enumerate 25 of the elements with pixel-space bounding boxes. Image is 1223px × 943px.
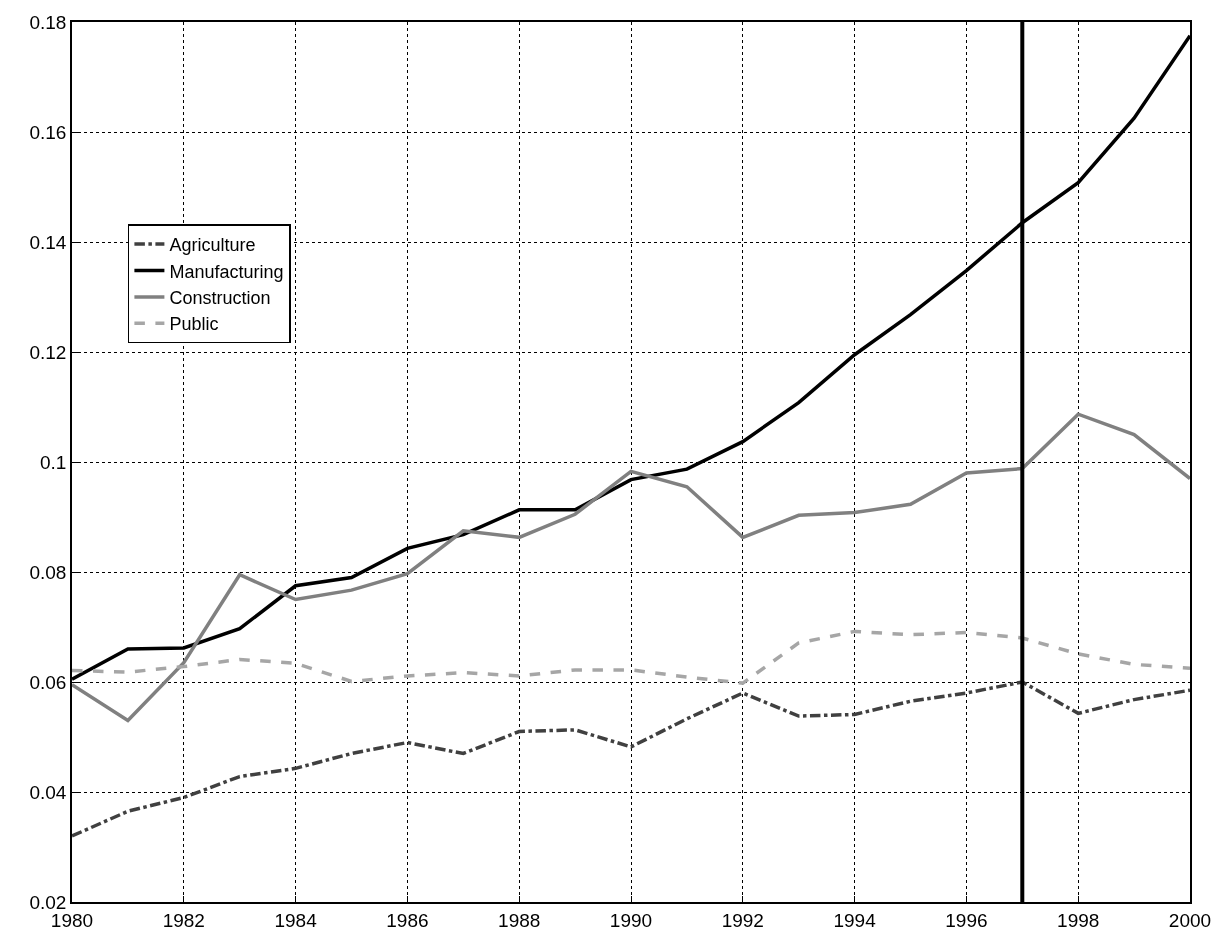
y-tick-label: 0.18 — [29, 11, 67, 33]
x-tick-label: 1988 — [498, 909, 541, 931]
x-tick-label: 1990 — [609, 909, 653, 931]
y-tick-label: 0.04 — [29, 781, 67, 803]
legend-label: Public — [169, 314, 219, 335]
line-series — [72, 629, 1190, 685]
line-series — [72, 412, 1190, 723]
legend-label: Manufacturing — [169, 261, 284, 282]
x-tick-label: 1992 — [721, 909, 764, 931]
y-tick-label: 0.12 — [29, 341, 67, 363]
x-tick-label: 1998 — [1057, 909, 1100, 931]
y-tick-label: 0.14 — [29, 231, 67, 253]
x-tick-label: 1982 — [162, 909, 205, 931]
y-tick-label: 0.06 — [29, 671, 67, 693]
x-tick-label: 2000 — [1168, 909, 1212, 931]
legend-label: Construction — [169, 287, 271, 308]
x-tick-label: 1996 — [945, 909, 988, 931]
x-tick-label: 1984 — [274, 909, 318, 931]
line-series — [72, 680, 1190, 838]
x-tick-label: 1994 — [833, 909, 877, 931]
y-tick-label: 0.08 — [29, 561, 67, 583]
legend-label: Agriculture — [169, 235, 256, 256]
x-tick-label: 1986 — [386, 909, 429, 931]
y-tick-label: 0.1 — [40, 451, 67, 473]
y-tick-label: 0.16 — [29, 121, 67, 143]
